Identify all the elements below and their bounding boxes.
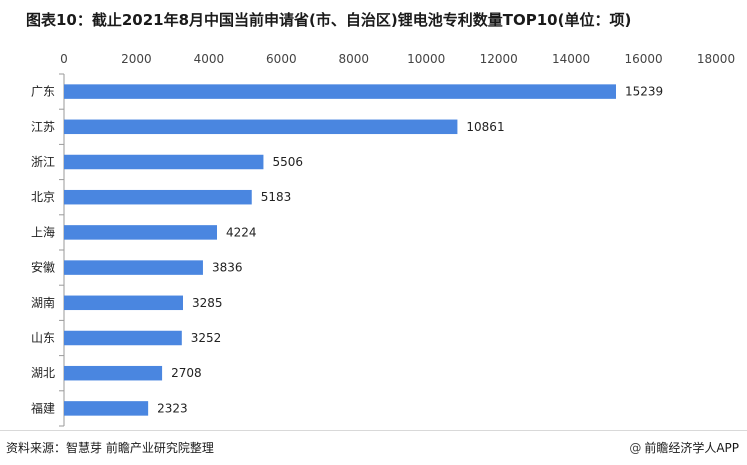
category-label: 上海 xyxy=(31,224,55,239)
value-label: 2708 xyxy=(171,366,202,380)
value-label: 3836 xyxy=(212,261,243,275)
category-label: 湖北 xyxy=(31,365,55,380)
footer: 资料来源：智慧芽 前瞻产业研究院整理 @ 前瞻经济学人APP xyxy=(0,430,747,465)
bar xyxy=(64,365,163,381)
category-label: 北京 xyxy=(31,190,55,204)
bar xyxy=(64,225,218,240)
x-tick-label: 2000 xyxy=(121,52,152,66)
bars xyxy=(64,84,616,416)
bar xyxy=(64,189,252,205)
bar-chart: 0 2000 4000 6000 8000 10000 12000 14000 16000 180… xyxy=(31,52,735,427)
category-label: 江苏 xyxy=(31,120,55,134)
x-tick-label: 14000 xyxy=(552,52,590,66)
x-tick-label: 0 xyxy=(60,52,68,66)
value-label: 5183 xyxy=(261,190,292,204)
x-tick-label: 18000 xyxy=(697,52,735,66)
value-label: 15239 xyxy=(625,85,663,99)
bar xyxy=(64,295,183,311)
bar xyxy=(64,330,182,346)
y-axis xyxy=(59,73,65,427)
category-label: 福建 xyxy=(31,400,55,415)
category-label: 湖南 xyxy=(31,295,55,310)
x-tick-label: 4000 xyxy=(194,52,225,66)
bar xyxy=(64,401,149,416)
value-label: 4224 xyxy=(226,225,257,239)
source-note: 资料来源：智慧芽 前瞻产业研究院整理 xyxy=(6,441,214,455)
bar xyxy=(64,84,616,99)
x-tick-label: 16000 xyxy=(624,52,662,66)
bar xyxy=(64,154,264,170)
value-label: 3252 xyxy=(191,331,222,345)
value-label: 3285 xyxy=(192,296,223,310)
chart-title: 图表10：截止2021年8月中国当前申请省(市、自治区)锂电池专利数量TOP10… xyxy=(26,11,632,29)
at-icon: @ xyxy=(629,441,642,455)
brand-credit: @ 前瞻经济学人APP xyxy=(629,439,739,456)
x-axis-ticks: 0 2000 4000 6000 8000 10000 12000 14000 16000 180… xyxy=(60,52,735,66)
brand-name: 前瞻经济学人APP xyxy=(644,441,739,455)
category-label: 浙江 xyxy=(31,155,55,169)
category-label: 广东 xyxy=(31,85,55,99)
x-tick-label: 12000 xyxy=(480,52,518,66)
value-label: 2323 xyxy=(157,401,188,415)
x-tick-label: 10000 xyxy=(407,52,445,66)
value-label: 10861 xyxy=(466,120,504,134)
category-label: 山东 xyxy=(31,331,55,345)
x-tick-label: 6000 xyxy=(266,52,297,66)
x-tick-label: 8000 xyxy=(339,52,370,66)
category-label: 安徽 xyxy=(31,260,55,275)
bar xyxy=(64,260,203,275)
bar xyxy=(64,119,458,135)
value-labels: 15239 10861 5506 5183 4224 3836 3285 3252 2708 23… xyxy=(157,85,663,416)
value-label: 5506 xyxy=(272,155,303,169)
